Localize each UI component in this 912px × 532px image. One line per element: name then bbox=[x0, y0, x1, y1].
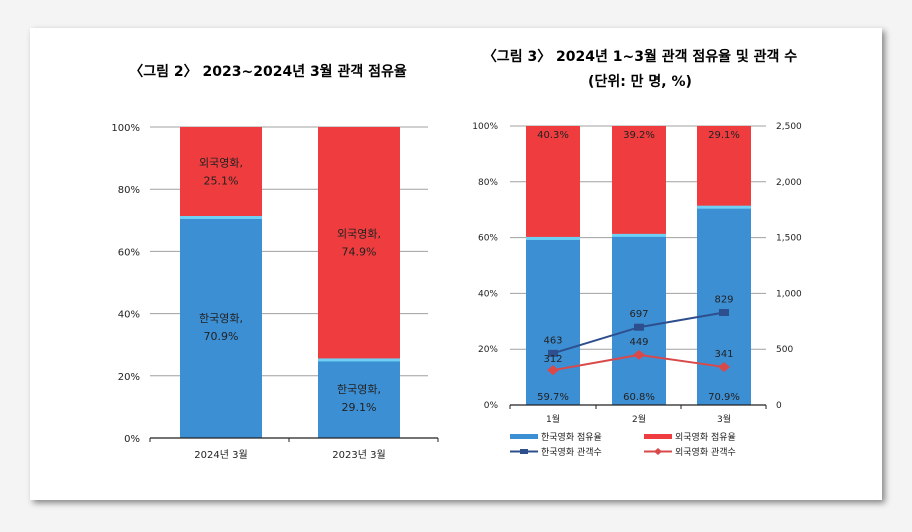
line-marker-diamond bbox=[718, 361, 730, 372]
line-marker-square bbox=[548, 349, 558, 357]
chart2-title: 〈그림 3〉 2024년 1~3월 관객 점유율 및 관객 수 bbox=[483, 48, 797, 65]
data-label: 341 bbox=[714, 349, 733, 360]
x-tick-label: 2월 bbox=[632, 413, 646, 425]
bar-foreign bbox=[180, 127, 262, 218]
data-label-name: 외국영화, bbox=[199, 156, 243, 169]
bar-highlight bbox=[526, 236, 580, 240]
data-label: 463 bbox=[543, 335, 562, 346]
data-label: 697 bbox=[629, 309, 648, 320]
y2-tick-label: 0 bbox=[776, 401, 782, 411]
y-tick-label: 100% bbox=[111, 123, 140, 134]
line-marker-diamond bbox=[547, 365, 559, 376]
y-tick-label: 40% bbox=[478, 289, 498, 299]
x-tick-label: 2023년 3월 bbox=[332, 449, 385, 461]
chart1-title: 〈그림 2〉 2023~2024년 3월 관객 점유율 bbox=[129, 63, 407, 80]
bar-highlight bbox=[612, 233, 666, 237]
y-tick-label: 20% bbox=[478, 345, 498, 355]
data-label-name: 한국영화, bbox=[337, 383, 381, 396]
legend-label: 한국영화 점유율 bbox=[541, 431, 602, 443]
legend-swatch bbox=[510, 434, 538, 439]
y2-tick-label: 2,500 bbox=[776, 122, 802, 132]
x-tick-label: 3월 bbox=[717, 413, 731, 425]
legend-swatch bbox=[644, 434, 672, 439]
data-label: 40.3% bbox=[537, 130, 569, 141]
y-tick-label: 0% bbox=[484, 401, 499, 411]
x-tick-label: 2024년 3월 bbox=[194, 449, 247, 461]
bar-korean-share bbox=[526, 238, 580, 405]
bar-highlight bbox=[318, 358, 400, 362]
legend-marker bbox=[654, 448, 662, 455]
legend-label: 외국영화 점유율 bbox=[675, 431, 736, 443]
bar-highlight bbox=[697, 205, 751, 209]
y-tick-label: 40% bbox=[118, 310, 140, 321]
data-label-value: 74.9% bbox=[342, 245, 377, 258]
legend-label: 외국영화 관객수 bbox=[675, 446, 736, 458]
data-label: 59.7% bbox=[537, 392, 569, 403]
bar-foreign-share bbox=[697, 126, 751, 208]
data-label: 312 bbox=[543, 354, 562, 365]
line-marker-square bbox=[719, 308, 729, 316]
y2-tick-label: 500 bbox=[776, 345, 793, 355]
bar-korean-share bbox=[612, 235, 666, 405]
bar-foreign bbox=[318, 127, 400, 360]
y-tick-label: 80% bbox=[118, 185, 140, 196]
data-label: 29.1% bbox=[708, 130, 740, 141]
data-label-name: 외국영화, bbox=[337, 227, 381, 240]
y-tick-label: 20% bbox=[118, 372, 140, 383]
legend-marker bbox=[520, 449, 528, 454]
y-tick-label: 0% bbox=[124, 434, 140, 445]
bar-korean bbox=[318, 359, 400, 438]
data-label: 60.8% bbox=[623, 392, 655, 403]
data-label-value: 29.1% bbox=[342, 401, 377, 414]
y2-tick-label: 1,000 bbox=[776, 289, 802, 299]
y-tick-label: 80% bbox=[478, 178, 498, 188]
y2-tick-label: 2,000 bbox=[776, 178, 802, 188]
y-tick-label: 100% bbox=[472, 122, 498, 132]
data-label: 829 bbox=[714, 294, 733, 305]
bar-korean-share bbox=[697, 207, 751, 405]
chart2-subtitle: (단위: 만 명, %) bbox=[588, 73, 692, 90]
data-label-value: 25.1% bbox=[204, 174, 239, 187]
y-tick-label: 60% bbox=[478, 234, 498, 244]
data-label-name: 한국영화, bbox=[199, 312, 243, 325]
data-label: 39.2% bbox=[623, 130, 655, 141]
bar-highlight bbox=[180, 216, 262, 220]
y2-tick-label: 1,500 bbox=[776, 234, 802, 244]
x-tick-label: 1월 bbox=[546, 413, 560, 425]
bar-foreign-share bbox=[526, 126, 580, 239]
bar-foreign-share bbox=[612, 126, 666, 236]
data-label: 70.9% bbox=[708, 392, 740, 403]
line-marker-square bbox=[634, 323, 644, 331]
y-tick-label: 60% bbox=[118, 247, 140, 258]
legend-label: 한국영화 관객수 bbox=[541, 447, 602, 458]
line-marker-diamond bbox=[633, 349, 645, 360]
bar-korean bbox=[180, 217, 262, 438]
data-label-value: 70.9% bbox=[204, 330, 239, 343]
data-label: 449 bbox=[629, 337, 648, 348]
